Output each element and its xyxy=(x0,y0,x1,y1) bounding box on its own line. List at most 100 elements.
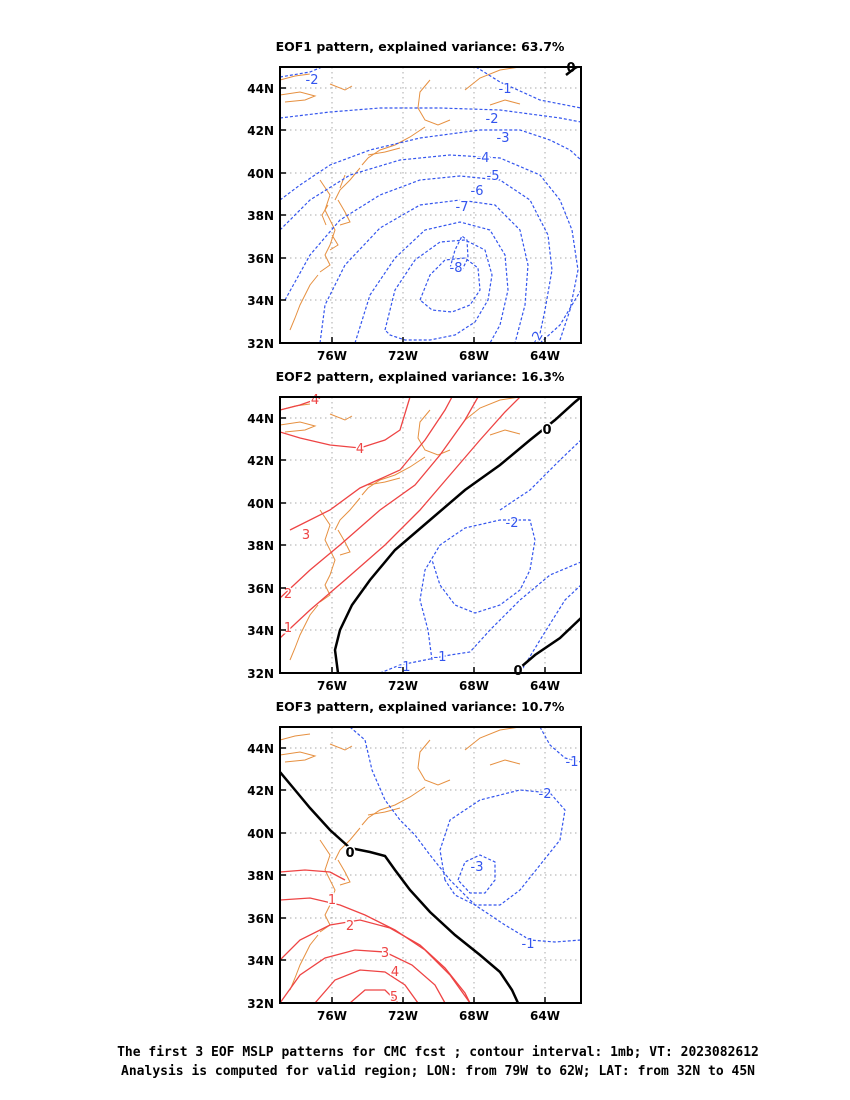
y-tick-label: 40N xyxy=(247,167,274,181)
contour-label: -7 xyxy=(456,200,469,215)
eof1-coastline xyxy=(280,67,521,331)
x-tick-label: 68W xyxy=(459,679,489,693)
y-tick-label: 38N xyxy=(247,539,274,553)
y-tick-label: 44N xyxy=(247,82,274,96)
eof1-contours xyxy=(280,67,581,343)
contour-label: -5 xyxy=(487,169,500,184)
y-tick-label: 38N xyxy=(247,869,274,883)
contour-label: -1 xyxy=(499,82,512,97)
y-tick-label: 32N xyxy=(247,997,274,1011)
footer-line-2: Analysis is computed for valid region; L… xyxy=(121,1064,755,1079)
eof2-ticks xyxy=(280,417,546,673)
eof3-positive-contours xyxy=(280,869,471,1003)
eof3-frame xyxy=(279,726,582,1004)
eof1-grid xyxy=(280,67,581,343)
x-tick-label: 76W xyxy=(317,349,347,363)
contour-label: 2 xyxy=(346,919,354,934)
contour-label: 3 xyxy=(381,946,389,961)
contour-label: 1 xyxy=(284,621,292,636)
contour-label: -2 xyxy=(539,787,552,802)
x-tick-label: 68W xyxy=(459,1009,489,1023)
x-tick-label: 76W xyxy=(317,679,347,693)
y-tick-label: 44N xyxy=(247,742,274,756)
x-tick-label: 72W xyxy=(388,1009,418,1023)
footer: The first 3 EOF MSLP patterns for CMC fc… xyxy=(117,1045,759,1079)
contour-label: 4 xyxy=(311,393,319,408)
contour-label: -2 xyxy=(306,73,319,88)
eof1-yticks: 44N 42N 40N 38N 36N 34N 32N xyxy=(247,82,274,351)
contour-label: 5 xyxy=(390,990,398,1005)
eof2-frame xyxy=(279,396,582,674)
y-tick-label: 42N xyxy=(247,784,274,798)
x-tick-label: 76W xyxy=(317,1009,347,1023)
eof1-ticks xyxy=(280,87,546,343)
y-tick-label: 34N xyxy=(247,954,274,968)
eof1-contour-labels: -2 -1 -2 -3 -4 -5 -6 -7 -8 0 -2 xyxy=(304,61,576,349)
contour-label: 0 xyxy=(513,664,522,679)
eof2-grid xyxy=(280,397,581,673)
eof2-title: EOF2 pattern, explained variance: 16.3% xyxy=(276,369,565,384)
eof2-xticks: 76W 72W 68W 64W xyxy=(317,679,560,693)
contour-label: -2 xyxy=(527,329,546,348)
y-tick-label: 32N xyxy=(247,337,274,351)
panel-eof2: EOF2 pattern, explained variance: 16.3% xyxy=(247,369,582,693)
contour-label: 1 xyxy=(328,893,336,908)
y-tick-label: 32N xyxy=(247,667,274,681)
eof3-coastline xyxy=(280,727,521,991)
eof3-negative-contours xyxy=(349,727,581,943)
footer-line-1: The first 3 EOF MSLP patterns for CMC fc… xyxy=(117,1045,759,1060)
eof3-contour-labels: -1 -2 -3 -1 0 1 2 3 4 5 xyxy=(326,754,580,1007)
contour-label: 2 xyxy=(284,587,292,602)
eof2-zero-contour-lower xyxy=(513,617,581,673)
y-tick-label: 36N xyxy=(247,912,274,926)
contour-label: -3 xyxy=(497,131,510,146)
eof3-yticks: 44N 42N 40N 38N 36N 34N 32N xyxy=(247,742,274,1011)
contour-label: -2 xyxy=(506,516,519,531)
y-tick-label: 44N xyxy=(247,412,274,426)
contour-label: 4 xyxy=(356,442,364,457)
eof3-grid xyxy=(280,727,581,1003)
eof2-zero-contour xyxy=(333,397,581,673)
x-tick-label: 64W xyxy=(530,349,560,363)
contour-label: 3 xyxy=(302,528,310,543)
y-tick-label: 40N xyxy=(247,497,274,511)
contour-label: -1 xyxy=(522,937,535,952)
y-tick-label: 38N xyxy=(247,209,274,223)
y-tick-label: 40N xyxy=(247,827,274,841)
x-tick-label: 64W xyxy=(530,679,560,693)
eof3-xticks: 76W 72W 68W 64W xyxy=(317,1009,560,1023)
panel-eof3: EOF3 pattern, explained variance: 10.7% xyxy=(247,699,582,1023)
eof1-xticks: 76W 72W 68W 64W xyxy=(317,349,560,363)
contour-label: -1 xyxy=(566,755,579,770)
contour-label: 0 xyxy=(542,423,551,438)
contour-label: -3 xyxy=(471,860,484,875)
y-tick-label: 36N xyxy=(247,252,274,266)
y-tick-label: 42N xyxy=(247,124,274,138)
eof1-title: EOF1 pattern, explained variance: 63.7% xyxy=(276,39,565,54)
contour-label: -8 xyxy=(450,261,463,276)
x-tick-label: 72W xyxy=(388,679,418,693)
contour-label: 0 xyxy=(566,61,575,76)
eof3-zero-contour xyxy=(280,771,520,1003)
x-tick-label: 72W xyxy=(388,349,418,363)
y-tick-label: 34N xyxy=(247,624,274,638)
y-tick-label: 34N xyxy=(247,294,274,308)
contour-label: -4 xyxy=(477,151,490,166)
eof3-title: EOF3 pattern, explained variance: 10.7% xyxy=(276,699,565,714)
y-tick-label: 42N xyxy=(247,454,274,468)
eof2-positive-contours xyxy=(280,397,521,639)
eof2-contour-labels: 4 4 3 2 1 0 -2 -1 -1 0 xyxy=(282,392,553,681)
contour-label: -2 xyxy=(486,112,499,127)
x-tick-label: 64W xyxy=(530,1009,560,1023)
panel-eof1: EOF1 pattern, explained variance: 63.7% xyxy=(247,39,582,363)
x-tick-label: 68W xyxy=(459,349,489,363)
eof2-yticks: 44N 42N 40N 38N 36N 34N 32N xyxy=(247,412,274,681)
contour-label: 0 xyxy=(345,846,354,861)
contour-label: -6 xyxy=(471,184,484,199)
y-tick-label: 36N xyxy=(247,582,274,596)
eof1-frame xyxy=(279,66,582,344)
contour-label: -1 xyxy=(434,650,447,665)
eof2-negative-contours xyxy=(379,439,581,673)
eof3-ticks xyxy=(280,747,546,1003)
